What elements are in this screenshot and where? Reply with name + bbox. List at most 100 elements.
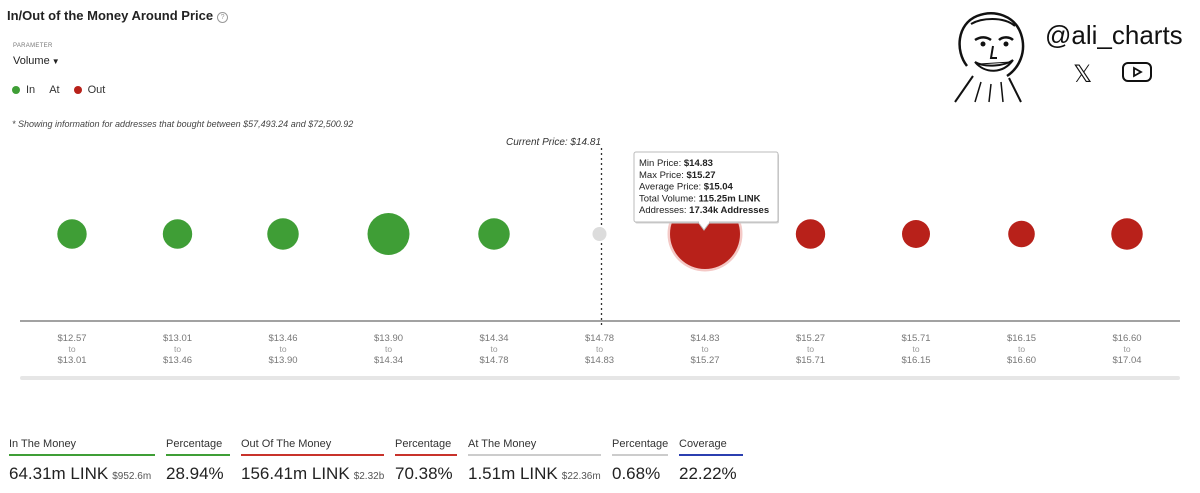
tick-label-to: $13.46 (163, 355, 192, 366)
brand-watermark: @ali_charts 𝕏 (945, 6, 1195, 106)
stat-label: Out Of The Money (241, 438, 384, 456)
tick-label-to: $16.60 (1007, 355, 1036, 366)
tooltip-row-label: Min Price: (639, 158, 684, 169)
tooltip-row: Average Price: $15.04 (639, 182, 734, 193)
tooltip-row-label: Average Price: (639, 182, 704, 193)
tick-label-to: $14.83 (585, 355, 614, 366)
address-range-note: * Showing information for addresses that… (12, 119, 354, 129)
bubble-in[interactable] (57, 219, 87, 249)
tooltip-row-label: Addresses: (639, 205, 689, 216)
stat-label: In The Money (9, 438, 155, 456)
tooltip-row-value: $14.83 (684, 158, 713, 169)
tooltip-row: Max Price: $15.27 (639, 170, 716, 181)
stat-label: At The Money (468, 438, 601, 456)
summary-stats: In The Money 64.31m LINK $952.6m Percenta… (0, 438, 1200, 493)
tick-label-from: $16.15 (1007, 333, 1036, 344)
tick-label-from: $15.27 (796, 333, 825, 344)
tick-label-to-word: to (68, 344, 75, 354)
tick-label-from: $16.60 (1112, 333, 1141, 344)
stat-label: Percentage (612, 438, 668, 456)
legend-item-at[interactable]: At (49, 84, 59, 96)
tick-label-to-word: to (596, 344, 603, 354)
tick-label-from: $13.46 (268, 333, 297, 344)
tick-label-from: $13.01 (163, 333, 192, 344)
stat-value: 64.31m LINK $952.6m (9, 464, 152, 483)
bubble-at[interactable] (592, 227, 607, 241)
legend-dot-in (12, 86, 20, 94)
bubble-in[interactable] (367, 213, 410, 255)
parameter-label: PARAMETER (13, 43, 53, 49)
legend-label-in: In (26, 84, 36, 96)
legend-dot-out (73, 86, 82, 94)
bubble-out[interactable] (1111, 218, 1143, 250)
tick-label-to-word: to (1018, 344, 1025, 354)
stat-in-the-money: In The Money 64.31m LINK $952.6m (9, 438, 155, 484)
tick-label-from: $15.71 (901, 333, 930, 344)
x-logo-icon: 𝕏 (1073, 61, 1093, 88)
horizontal-scrollbar[interactable] (20, 376, 1180, 380)
legend-item-in[interactable]: In (12, 84, 35, 96)
tooltip-row: Total Volume: 115.25m LINK (639, 193, 761, 204)
tick-label-to-word: to (490, 344, 497, 354)
tooltip-row-value: $15.04 (704, 182, 734, 193)
stat-out-percentage: Percentage 70.38% (395, 438, 457, 484)
parameter-dropdown[interactable]: Volume ▼ (13, 55, 60, 67)
avatar-face-icon (954, 12, 1025, 103)
stat-in-percentage: Percentage 28.94% (166, 438, 230, 484)
tick-label-to-word: to (701, 344, 708, 354)
bubble-in[interactable] (478, 218, 510, 250)
stat-value: 0.68% (612, 464, 661, 483)
tooltip-row: Addresses: 17.34k Addresses (639, 205, 769, 216)
tick-label-to-word: to (807, 344, 814, 354)
tooltip-row-value: 115.25m LINK (699, 193, 761, 204)
bubble-out[interactable] (795, 219, 826, 249)
tick-label-from: $14.83 (690, 333, 719, 344)
stat-value: 156.41m LINK $2.32b (241, 464, 385, 483)
tick-label-to: $15.71 (796, 355, 825, 366)
bubble-out[interactable] (902, 220, 930, 248)
legend-label-out: Out (87, 84, 106, 96)
parameter-value: Volume (13, 55, 50, 67)
tooltip-row-label: Total Volume: (639, 193, 699, 204)
stat-value: 28.94% (166, 464, 224, 483)
stat-at-percentage: Percentage 0.68% (612, 438, 668, 484)
bubble-in[interactable] (267, 218, 299, 250)
youtube-icon (1122, 62, 1152, 82)
tick-label-from: $12.57 (57, 333, 86, 344)
tick-label-to: $14.34 (374, 355, 403, 366)
tick-label-from: $13.90 (374, 333, 403, 344)
tooltip-row-value: 17.34k Addresses (689, 205, 769, 216)
stat-out-of-the-money: Out Of The Money 156.41m LINK $2.32b (241, 438, 384, 484)
question-circle-icon[interactable]: ? (217, 12, 229, 23)
tick-label-from: $14.78 (585, 333, 614, 344)
tick-label-to-word: to (279, 344, 286, 354)
tick-label-to: $13.01 (57, 355, 86, 366)
bubble-in[interactable] (162, 219, 193, 249)
stat-at-the-money: At The Money 1.51m LINK $22.36m (468, 438, 601, 484)
tick-label-from: $14.34 (479, 333, 508, 344)
bubble-out[interactable] (1008, 220, 1035, 248)
stat-value: 70.38% (395, 464, 453, 483)
tick-label-to: $17.04 (1112, 355, 1141, 366)
tick-label-to-word: to (912, 344, 919, 354)
tick-label-to-word: to (174, 344, 181, 354)
stat-value: 1.51m LINK $22.36m (468, 464, 601, 483)
iomap-chart[interactable]: Current Price: $14.81$12.57to$13.01$13.0… (0, 128, 1200, 388)
legend-item-out[interactable]: Out (73, 84, 106, 96)
tick-label-to: $14.78 (479, 355, 508, 366)
tooltip-pointer-mask (699, 220, 709, 224)
legend: In At Out (12, 84, 119, 96)
tick-label-to: $15.27 (690, 355, 719, 366)
chart-title: In/Out of the Money Around Price? (7, 8, 229, 23)
tooltip-row-label: Max Price: (639, 170, 687, 181)
tick-label-to-word: to (1123, 344, 1130, 354)
chart-title-text: In/Out of the Money Around Price (7, 8, 214, 23)
stat-coverage: Coverage 22.22% (679, 438, 743, 484)
brand-handle: @ali_charts (1045, 20, 1183, 50)
tick-label-to: $16.15 (901, 355, 930, 366)
tooltip-row: Min Price: $14.83 (639, 158, 713, 169)
tick-label-to-word: to (385, 344, 392, 354)
legend-label-at: At (49, 84, 60, 96)
tooltip-row-value: $15.27 (687, 170, 716, 181)
chevron-down-icon: ▼ (51, 57, 60, 66)
